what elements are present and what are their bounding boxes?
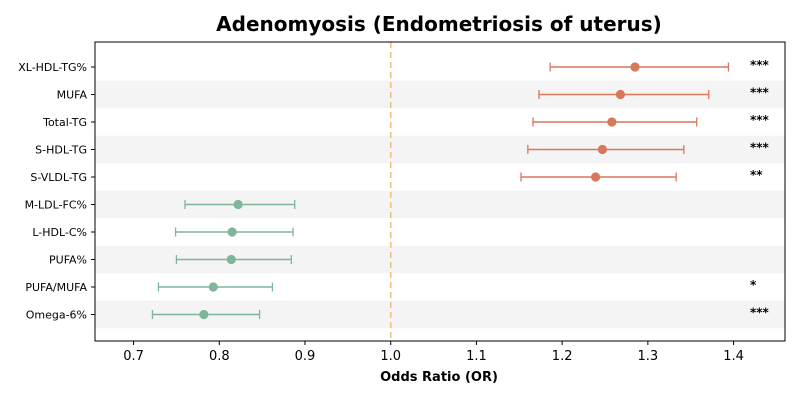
y-tick-label: PUFA% bbox=[49, 254, 87, 267]
y-tick-label: MUFA bbox=[57, 89, 88, 102]
data-marks: ****************** bbox=[151, 58, 770, 320]
x-tick-label: 1.4 bbox=[723, 349, 744, 364]
point-estimate bbox=[227, 227, 237, 237]
point-estimate bbox=[199, 309, 209, 320]
point-estimate bbox=[208, 282, 218, 292]
chart-title: Adenomyosis (Endometriosis of uterus) bbox=[216, 12, 662, 36]
y-tick-label: Omega-6% bbox=[26, 309, 87, 322]
y-tick-label: S-VLDL-TG bbox=[30, 171, 87, 184]
y-tick-label: XL-HDL-TG% bbox=[18, 61, 87, 74]
y-axis-ticks: XL-HDL-TG% MUFA Total-TG S-HDL-TG S-VLDL-TG M… bbox=[18, 61, 95, 322]
point-estimate bbox=[226, 254, 236, 265]
y-tick-label: L-HDL-C% bbox=[32, 226, 87, 239]
x-tick-label: 1.2 bbox=[552, 349, 573, 364]
point-estimate bbox=[607, 117, 617, 127]
significance-label: *** bbox=[750, 113, 770, 127]
x-tick-label: 1.1 bbox=[466, 349, 487, 364]
x-axis-ticks: 0.7 0.8 0.9 1.0 1.1 1.2 1.3 1.4 bbox=[123, 341, 744, 364]
significance-label: *** bbox=[750, 141, 770, 155]
significance-label: * bbox=[750, 278, 757, 292]
significance-label: *** bbox=[750, 58, 770, 72]
point-estimate bbox=[615, 89, 626, 100]
x-axis-label: Odds Ratio (OR) bbox=[380, 370, 498, 385]
significance-label: *** bbox=[750, 86, 770, 100]
point-estimate bbox=[590, 172, 601, 182]
point-estimate bbox=[630, 62, 640, 72]
y-tick-label: S-HDL-TG bbox=[35, 144, 87, 157]
point-estimate bbox=[233, 199, 243, 210]
y-tick-label: PUFA/MUFA bbox=[25, 281, 87, 294]
x-tick-label: 1.3 bbox=[638, 349, 659, 364]
x-tick-label: 0.8 bbox=[209, 349, 230, 364]
plot-frame bbox=[94, 41, 786, 342]
significance-label: *** bbox=[750, 306, 770, 320]
significance-label: ** bbox=[750, 168, 763, 182]
point-estimate bbox=[597, 144, 608, 155]
x-tick-label: 0.7 bbox=[123, 349, 144, 364]
y-tick-label: Total-TG bbox=[42, 116, 87, 129]
x-tick-label: 0.9 bbox=[295, 349, 316, 364]
y-tick-label: M-LDL-FC% bbox=[25, 199, 87, 212]
x-tick-label: 1.0 bbox=[380, 349, 401, 364]
